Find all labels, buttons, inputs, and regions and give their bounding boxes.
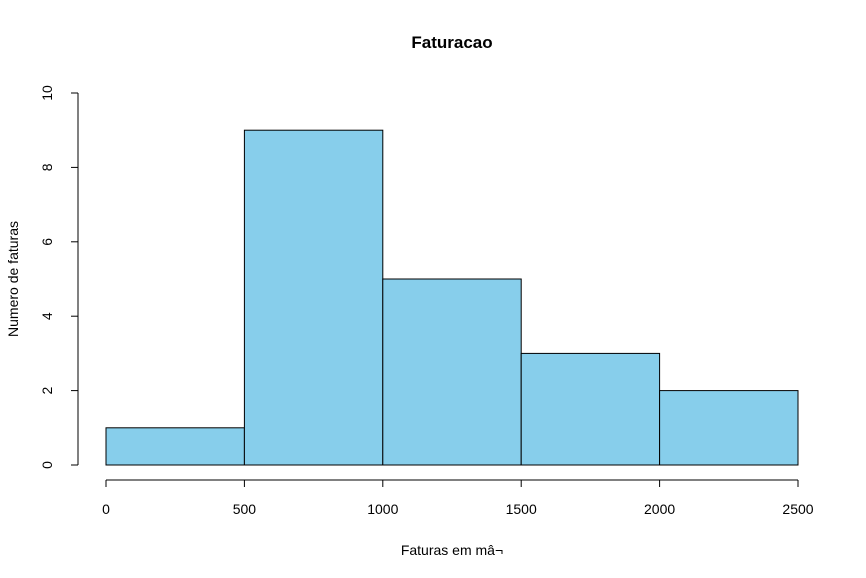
x-tick-label-5: 2500 <box>782 501 813 517</box>
x-tick-label-3: 1500 <box>506 501 537 517</box>
chart-title: Faturacao <box>411 33 492 52</box>
y-tick-label-5: 10 <box>39 85 55 101</box>
y-tick-label-2: 4 <box>39 312 55 320</box>
x-tick-label-2: 1000 <box>367 501 398 517</box>
y-tick-label-3: 6 <box>39 238 55 246</box>
y-tick-label-4: 8 <box>39 163 55 171</box>
histogram-bar-1 <box>243 129 384 466</box>
histogram-bar-0 <box>105 427 245 466</box>
y-axis-label: Numero de faturas <box>5 221 21 337</box>
y-axis: 0 2 4 6 8 10 <box>39 85 79 469</box>
histogram-bar-4 <box>659 390 799 466</box>
y-tick-label-1: 2 <box>39 386 55 394</box>
histogram-bar-3 <box>520 352 661 466</box>
x-axis-label: Faturas em mâ¬ <box>401 542 503 558</box>
x-axis: 0 500 1000 1500 2000 2500 <box>102 479 814 517</box>
y-tick-label-0: 0 <box>39 461 55 469</box>
bars-group <box>105 129 799 466</box>
histogram-bar-2 <box>382 278 522 466</box>
x-tick-label-0: 0 <box>102 501 110 517</box>
x-tick-label-1: 500 <box>233 501 257 517</box>
x-tick-label-4: 2000 <box>644 501 675 517</box>
